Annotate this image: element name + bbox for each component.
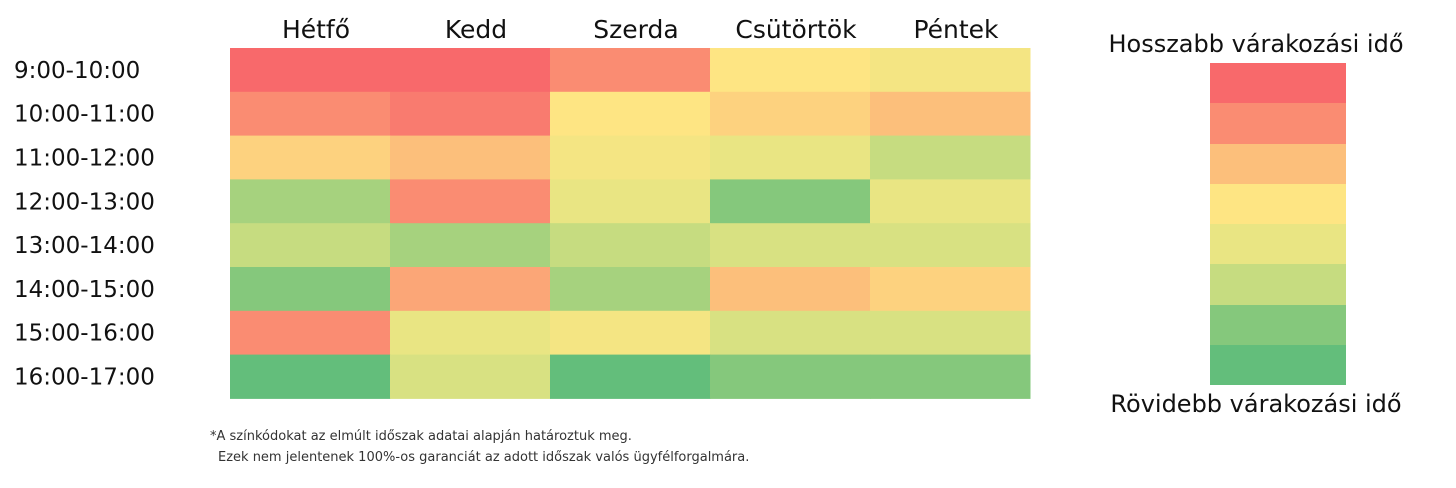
legend-swatch [1210, 103, 1346, 144]
heatmap-cell [230, 48, 391, 93]
heatmap-cell [710, 179, 871, 224]
row-label: 13:00-14:00 [14, 233, 155, 259]
heatmap-chart: Hétfő Kedd Szerda Csütörtök Péntek 9:00-10:0… [14, 15, 1031, 399]
heatmap-cell [550, 223, 711, 268]
heatmap-cell [550, 48, 711, 93]
heatmap-cell [710, 91, 871, 137]
legend-swatch [1210, 224, 1346, 265]
heatmap-cell [390, 91, 551, 137]
heatmap-cell [550, 354, 711, 399]
heatmap-cell [710, 48, 871, 93]
heatmap-cell [710, 310, 871, 356]
heatmap-cell [390, 310, 551, 356]
heatmap-cell [230, 223, 391, 268]
heatmap-cell [870, 179, 1031, 224]
row-label: 12:00-13:00 [14, 189, 155, 215]
heatmap-cell [230, 310, 391, 356]
heatmap-cell [390, 48, 551, 93]
row-label: 14:00-15:00 [14, 277, 155, 303]
legend-swatch [1210, 344, 1346, 385]
legend-swatch [1210, 143, 1346, 184]
heatmap-cell [230, 91, 391, 137]
row-label: 9:00-10:00 [14, 58, 140, 84]
column-label: Szerda [593, 15, 678, 44]
legend-swatch [1210, 63, 1346, 104]
footnote-line-2: Ezek nem jelentenek 100%-os garanciát az… [218, 450, 750, 465]
row-label: 10:00-11:00 [14, 102, 155, 128]
legend-swatch [1210, 264, 1346, 305]
row-label: 15:00-16:00 [14, 321, 155, 347]
heatmap-cell [230, 267, 391, 312]
heatmap-cell [390, 179, 551, 224]
heatmap-cell [870, 48, 1031, 93]
heatmap-cell [870, 267, 1031, 312]
heatmap-cell [390, 223, 551, 268]
heatmap-cell [710, 135, 871, 180]
heatmap-cell [230, 354, 391, 399]
column-label: Hétfő [282, 15, 350, 44]
legend-swatch [1210, 304, 1346, 345]
column-label: Csütörtök [735, 15, 857, 44]
legend-bottom-label: Rövidebb várakozási idő [1110, 390, 1402, 418]
column-label: Kedd [445, 15, 507, 44]
footnote-line-1: *A színkódokat az elmúlt időszak adatai … [210, 429, 632, 444]
heatmap-cell [710, 354, 871, 399]
heatmap-cell [230, 135, 391, 180]
heatmap-cell [870, 223, 1031, 268]
column-label: Péntek [913, 15, 999, 44]
heatmap-cell [390, 135, 551, 180]
heatmap-cell [870, 310, 1031, 356]
heatmap-cell [710, 267, 871, 312]
heatmap-cell [550, 135, 711, 180]
heatmap-cell [710, 223, 871, 268]
legend-color-scale [1210, 63, 1346, 385]
row-label: 11:00-12:00 [14, 146, 155, 172]
heatmap-cell [550, 310, 711, 356]
heatmap-cell [550, 91, 711, 137]
heatmap-cell [550, 179, 711, 224]
heatmap-cell [550, 267, 711, 312]
legend-swatch [1210, 183, 1346, 224]
heatmap-cell [870, 354, 1031, 399]
heatmap-cell [390, 354, 551, 399]
row-label: 16:00-17:00 [14, 365, 155, 391]
legend-top-label: Hosszabb várakozási idő [1108, 30, 1404, 58]
heatmap-cell [870, 91, 1031, 137]
heatmap-cell [390, 267, 551, 312]
heatmap-cell [230, 179, 391, 224]
heatmap-cell [870, 135, 1031, 180]
